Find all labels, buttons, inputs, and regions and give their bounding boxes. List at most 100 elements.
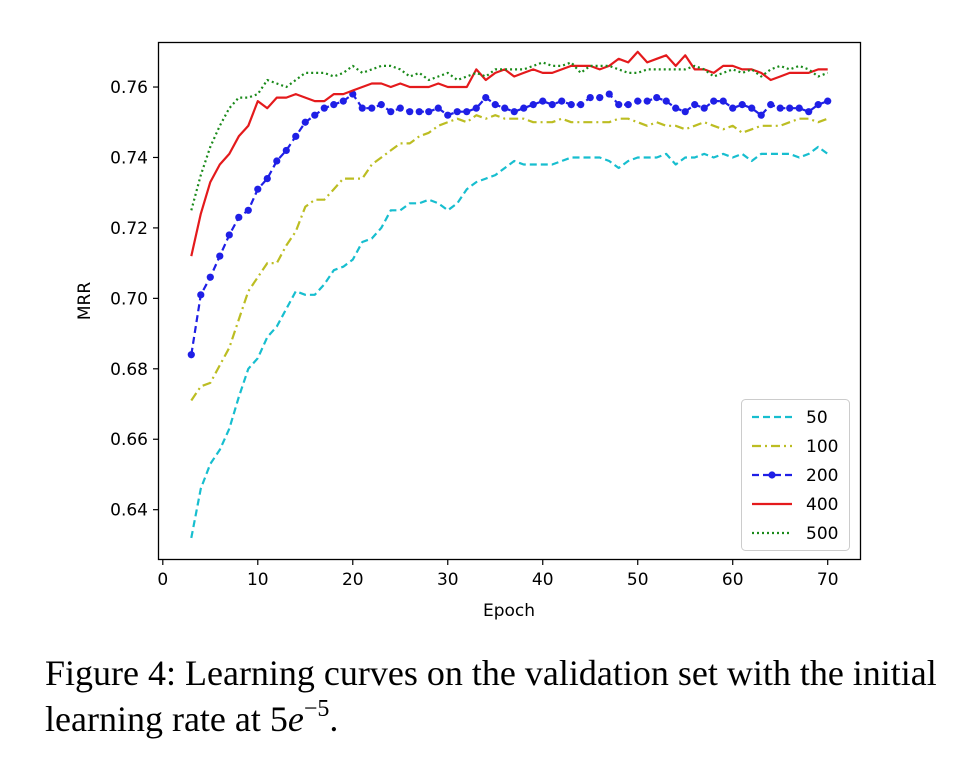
data-point-200	[377, 101, 385, 109]
data-point-200	[520, 104, 528, 112]
data-point-200	[805, 108, 813, 116]
data-point-200	[577, 101, 585, 109]
series-line-400	[190, 50, 828, 257]
data-point-200	[254, 185, 262, 193]
y-axis: 0.64 0.66 0.68 0.70 0.72 0.74 0.76	[110, 78, 159, 521]
y-tick-label: 0.72	[110, 219, 148, 239]
data-point-200	[197, 291, 205, 299]
data-point-200	[567, 101, 575, 109]
series-line-100	[190, 114, 829, 402]
legend-label-500: 500	[806, 524, 838, 544]
data-point-200	[510, 108, 518, 116]
data-point-200	[425, 108, 433, 116]
data-point-200	[691, 101, 699, 109]
chart: 0 10 20 30 40 50 60 70 0.64 0.66 0.68 0.70 0.72 0.74…	[75, 41, 862, 621]
y-tick-label: 0.76	[110, 78, 148, 98]
series-line-500	[190, 61, 829, 211]
series-line-50	[190, 145, 829, 539]
caption-text: Figure 4: Learning curves on the validat…	[45, 653, 937, 739]
y-tick-label: 0.74	[110, 148, 148, 168]
data-point-200	[216, 252, 224, 260]
data-point-200	[596, 93, 604, 102]
x-tick-label: 0	[157, 570, 168, 590]
data-point-200	[444, 111, 452, 119]
data-point-200	[605, 90, 613, 98]
data-point-200	[643, 97, 651, 105]
data-point-200	[387, 108, 395, 116]
data-point-200	[738, 101, 746, 109]
series-layer	[187, 50, 832, 539]
data-point-200	[653, 93, 661, 102]
x-tick-label: 10	[247, 570, 269, 590]
data-point-200	[406, 108, 414, 116]
caption-math-exponent: −5	[303, 696, 330, 722]
data-point-200	[225, 231, 233, 239]
data-point-200	[244, 206, 252, 214]
data-point-200	[472, 104, 480, 112]
legend-label-50: 50	[806, 408, 828, 428]
data-point-200	[311, 111, 319, 119]
x-tick-label: 70	[817, 570, 839, 590]
legend: 50 100 200 400 500	[741, 399, 850, 551]
data-point-200	[491, 101, 499, 109]
data-point-200	[824, 97, 832, 105]
data-point-200	[681, 108, 689, 116]
data-point-200	[206, 273, 214, 281]
legend-label-400: 400	[806, 495, 838, 515]
data-point-200	[235, 213, 243, 221]
data-point-200	[710, 97, 718, 105]
data-point-200	[719, 97, 727, 105]
data-point-200	[330, 101, 338, 109]
legend-label-200: 200	[806, 466, 838, 486]
data-point-200	[748, 104, 756, 112]
data-point-200	[700, 104, 708, 112]
data-point-200	[767, 101, 775, 109]
data-point-200	[453, 108, 461, 116]
data-point-200	[548, 101, 556, 109]
data-point-200	[482, 93, 490, 102]
data-point-200	[662, 97, 670, 105]
legend-label-100: 100	[806, 437, 838, 457]
data-point-200	[463, 108, 471, 116]
data-point-200	[358, 104, 366, 112]
legend-box	[741, 399, 850, 551]
data-point-200	[672, 104, 680, 112]
data-point-200	[539, 97, 547, 105]
data-point-200	[415, 108, 423, 116]
y-tick-label: 0.66	[110, 430, 148, 450]
x-axis-label: Epoch	[483, 601, 535, 621]
series-line-200	[190, 92, 829, 355]
x-tick-label: 40	[532, 570, 554, 590]
data-point-200	[368, 104, 376, 112]
data-point-200	[615, 101, 623, 109]
data-point-200	[187, 351, 195, 359]
data-point-200	[776, 104, 784, 112]
data-point-200	[795, 104, 803, 112]
data-point-200	[786, 104, 794, 112]
data-point-200	[558, 97, 566, 105]
caption-math-var: e	[287, 699, 304, 739]
data-point-200	[273, 157, 281, 165]
data-point-200	[301, 118, 309, 126]
data-point-200	[320, 104, 328, 112]
x-tick-label: 60	[722, 570, 744, 590]
data-point-200	[396, 104, 404, 112]
data-point-200	[263, 175, 271, 183]
y-axis-label: MRR	[75, 282, 95, 320]
caption-suffix: .	[329, 699, 339, 739]
data-point-200	[501, 104, 509, 112]
caption-math-base: 5	[269, 699, 288, 739]
data-point-200	[339, 97, 347, 105]
data-point-200	[624, 101, 632, 109]
data-point-200	[292, 132, 300, 140]
data-point-200	[529, 101, 537, 109]
data-point-200	[434, 104, 442, 112]
data-point-200	[282, 146, 290, 155]
data-point-200	[729, 104, 737, 112]
x-tick-label: 30	[437, 570, 459, 590]
data-point-200	[814, 101, 822, 109]
y-tick-label: 0.64	[110, 501, 148, 521]
data-point-200	[757, 111, 765, 119]
plot-frame	[157, 41, 862, 561]
data-point-200	[634, 97, 642, 105]
